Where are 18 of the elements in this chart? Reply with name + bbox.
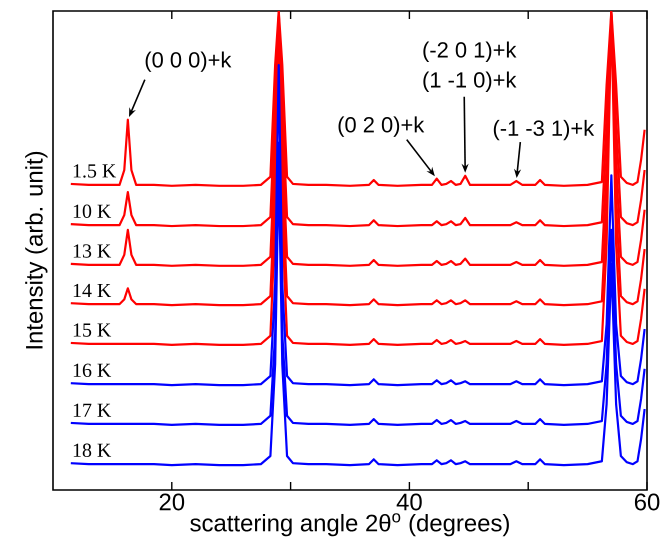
series-label: 10 K [74, 204, 112, 218]
annotation: (-1 -3 1)+k [494, 120, 594, 140]
series-label: 16 K [74, 364, 112, 377]
x-tick-label: 20 [160, 494, 184, 510]
series-label: 18 K [74, 444, 112, 457]
annotation: (0 0 0)+k [146, 52, 232, 72]
x-tick-label: 40 [396, 494, 422, 510]
annotation: (-2 0 1)+k [423, 42, 516, 62]
y-axis-title: Intensity (arb. unit) [25, 152, 48, 348]
annotation: (1 -1 0)+k [423, 72, 516, 92]
series-label: 15 K [74, 323, 112, 337]
series-label: 17 K [74, 404, 112, 417]
series-label: 1.5 K [74, 164, 116, 178]
x-tick-label: 60 [634, 494, 660, 510]
series-label: 14 K [74, 284, 112, 297]
x-axis-title: scattering angle 2θ$^{o}$ (degrees) [190, 513, 509, 536]
annotation: (0 2 0)+k [338, 116, 424, 137]
series-label: 13 K [74, 244, 112, 258]
